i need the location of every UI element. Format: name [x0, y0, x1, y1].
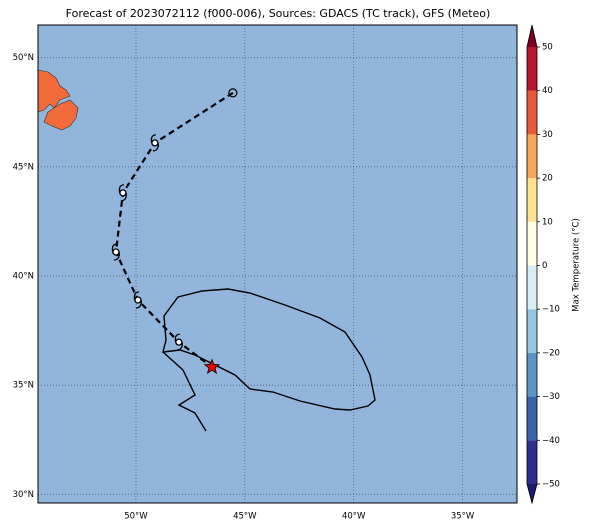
colorbar-band — [527, 396, 537, 441]
cyclone-eye — [151, 139, 159, 147]
colorbar-band — [527, 221, 537, 266]
lon-tick-label: 45°W — [233, 512, 257, 522]
colorbar-band — [527, 352, 537, 397]
track — [111, 88, 238, 375]
colorbar-band — [527, 440, 537, 484]
cyclone-eye — [112, 248, 120, 256]
colorbar-tick-label: 40 — [542, 86, 553, 96]
lat-tick-label: 50°N — [13, 53, 34, 63]
colorbar-tick-label: −20 — [542, 348, 560, 358]
lat-tick-label: 45°N — [13, 162, 34, 172]
cyclone-eye — [175, 338, 183, 346]
colorbar-tick-label: 20 — [542, 174, 553, 184]
lon-tick-label: 40°W — [342, 512, 366, 522]
lat-tick-label: 40°N — [13, 272, 34, 282]
colorbar-over — [527, 25, 537, 47]
colorbar-band — [527, 309, 537, 353]
land — [37, 69, 79, 131]
ocean — [38, 25, 517, 503]
colorbar-label: Max Temperature (°C) — [572, 218, 582, 312]
colorbar-tick-label: −30 — [542, 392, 560, 402]
colorbar-band — [527, 265, 537, 310]
colorbar-band — [527, 90, 537, 135]
colorbar-tick-label: 30 — [542, 130, 553, 140]
map-title: Forecast of 2023072112 (f000-006), Sourc… — [66, 7, 491, 20]
colorbar-tick-label: 50 — [542, 43, 553, 53]
colorbar-band — [527, 47, 537, 91]
colorbar-band — [527, 134, 537, 179]
lat-tick-label: 35°N — [13, 381, 34, 391]
track-start — [228, 88, 238, 98]
colorbar-tick-label: −10 — [542, 305, 560, 315]
lon-tick-label: 35°W — [451, 512, 475, 522]
colorbar-under — [527, 484, 537, 503]
colorbar-tick-label: 0 — [542, 261, 547, 271]
colorbar-tick-label: −50 — [542, 480, 560, 490]
grid — [38, 25, 517, 503]
colorbar-band — [527, 178, 537, 222]
colorbar-tick-label: −40 — [542, 436, 560, 446]
cyclone-eye — [134, 296, 142, 304]
lon-tick-label: 50°W — [124, 512, 148, 522]
cyclone-eye — [119, 189, 127, 197]
map-frame — [37, 24, 518, 504]
lat-tick-label: 30°N — [13, 490, 34, 500]
current-position — [203, 358, 221, 375]
colorbar-tick-label: 10 — [542, 217, 553, 227]
colorbar — [526, 24, 540, 505]
